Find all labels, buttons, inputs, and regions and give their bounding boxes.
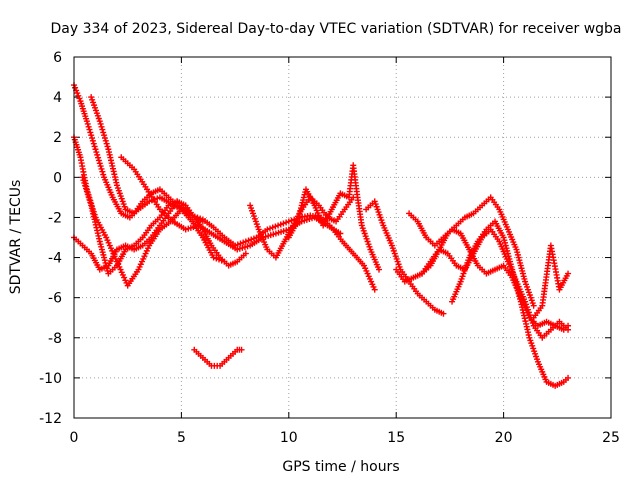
series-sat-n	[418, 226, 572, 341]
y-tick-label: -10	[39, 371, 62, 387]
data-point	[101, 135, 108, 142]
y-tick-label: -2	[48, 210, 62, 226]
series-sat-g	[191, 346, 245, 369]
data-point	[82, 182, 89, 189]
data-point	[565, 374, 572, 381]
data-point	[83, 185, 90, 192]
data-point	[84, 120, 91, 127]
x-axis-label: GPS time / hours	[282, 459, 399, 475]
data-point	[89, 135, 96, 142]
data-point	[101, 132, 108, 139]
data-point	[100, 171, 107, 178]
x-tick-label: 25	[602, 430, 620, 446]
x-tick-label: 10	[280, 430, 298, 446]
data-point	[88, 132, 95, 139]
data-point	[83, 118, 90, 125]
data-point	[98, 123, 105, 130]
plot-frame	[73, 56, 612, 419]
data-point	[85, 123, 92, 130]
y-tick-label: -8	[48, 331, 62, 347]
chart-title: Day 334 of 2023, Sidereal Day-to-day VTE…	[50, 21, 621, 37]
x-tick-label: 15	[387, 430, 405, 446]
data-point	[102, 137, 109, 144]
data-point	[83, 188, 90, 195]
y-tick-label: 6	[53, 50, 62, 66]
data-point	[91, 143, 98, 150]
grid-layer	[74, 57, 611, 418]
data-point	[337, 230, 344, 237]
y-tick-label: 4	[53, 90, 62, 106]
data-point	[238, 346, 245, 353]
data-point	[92, 146, 99, 153]
x-tick-label: 5	[177, 430, 186, 446]
y-axis-label: SDTVAR / TECUs	[8, 180, 24, 295]
data-point	[89, 137, 96, 144]
data-point	[371, 286, 378, 293]
data-point	[440, 310, 447, 317]
data-point	[96, 118, 103, 125]
data-point	[81, 179, 88, 186]
data-point	[103, 140, 110, 147]
y-tick-label: 2	[53, 130, 62, 146]
data-point	[90, 140, 97, 147]
series-sat-i	[285, 162, 383, 273]
data-point	[530, 302, 537, 309]
series-sat-o	[530, 242, 572, 321]
data-point	[376, 266, 383, 273]
data-point	[85, 193, 92, 200]
data-point	[94, 151, 101, 158]
data-point	[95, 154, 102, 161]
series-sat-f	[71, 198, 249, 273]
x-tick-label: 0	[70, 430, 79, 446]
data-point	[84, 191, 91, 198]
data-point	[199, 218, 206, 225]
data-point	[97, 163, 104, 170]
data-point	[97, 120, 104, 127]
series-sat-m	[449, 218, 572, 389]
data-point	[95, 157, 102, 164]
data-point	[565, 326, 572, 333]
data-point	[86, 196, 93, 203]
series-sat-e	[118, 154, 344, 253]
data-point	[87, 129, 94, 136]
data-point	[79, 174, 86, 181]
points-layer	[71, 82, 572, 389]
data-point	[93, 149, 100, 156]
y-tick-label: -12	[39, 411, 62, 427]
data-point	[80, 177, 87, 184]
data-point	[100, 129, 107, 136]
y-tick-label: 0	[53, 170, 62, 186]
series-sat-j	[363, 198, 447, 317]
data-point	[87, 199, 94, 206]
x-tick-label: 20	[495, 430, 513, 446]
data-point	[99, 168, 106, 175]
y-tick-label: -6	[48, 291, 62, 307]
data-point	[99, 126, 106, 133]
data-point	[96, 160, 103, 167]
data-point	[98, 165, 105, 172]
data-point	[86, 126, 93, 133]
data-point	[104, 143, 111, 150]
data-point	[565, 270, 572, 277]
y-tick-label: -4	[48, 251, 62, 267]
data-point	[242, 250, 249, 257]
